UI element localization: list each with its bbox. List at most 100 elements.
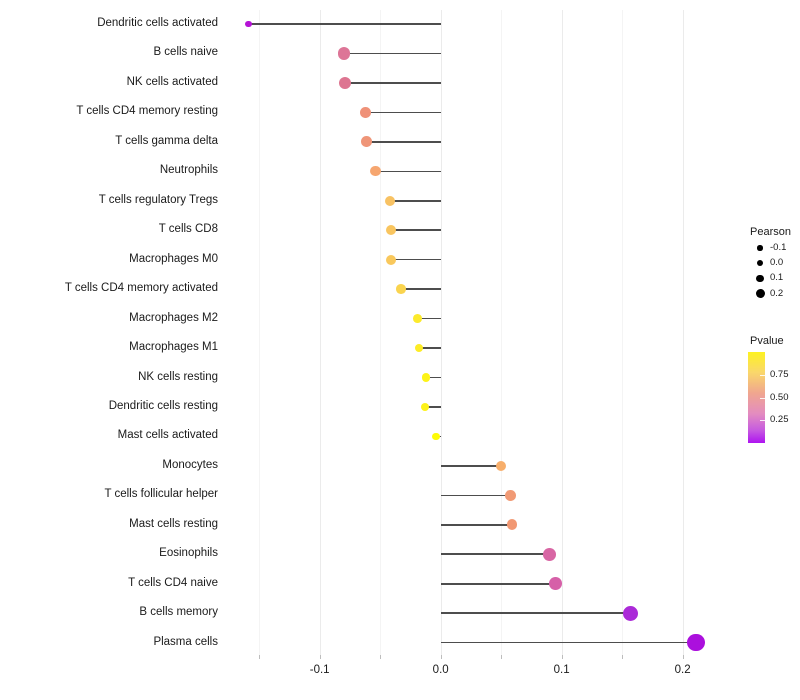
lollipop-stem <box>426 376 441 379</box>
x-tick-mark-minor <box>501 655 503 659</box>
pearson-legend-value-label: 0.2 <box>770 287 784 299</box>
y-axis-label: B cells naive <box>153 46 218 59</box>
colorbar-tick-mark <box>760 374 765 376</box>
lollipop-stem <box>440 582 556 585</box>
colorbar-tick-mark <box>760 420 765 422</box>
lollipop-stem <box>345 82 441 84</box>
lollipop-stem <box>389 199 441 202</box>
pearson-legend-value-label: -0.1 <box>770 242 787 253</box>
lollipop-dot <box>505 489 517 501</box>
gridline-major <box>561 10 563 655</box>
x-tick-label: 0.0 <box>432 664 449 676</box>
lollipop-stem <box>391 258 441 261</box>
y-axis-label: Macrophages M1 <box>129 341 218 354</box>
lollipop-stem <box>391 229 441 231</box>
x-tick-mark <box>561 655 563 659</box>
colorbar-tick-mark <box>760 397 765 399</box>
x-tick-mark <box>440 655 442 659</box>
lollipop-dot <box>395 284 406 294</box>
lollipop-dot <box>337 47 351 60</box>
lollipop-dot <box>623 605 639 621</box>
y-axis-label: Dendritic cells resting <box>108 399 218 412</box>
x-tick-mark <box>319 655 321 659</box>
y-axis-label: Macrophages M0 <box>129 252 218 265</box>
lollipop-stem <box>424 406 441 408</box>
y-axis-label: Mast cells activated <box>117 429 218 442</box>
gridline-major <box>682 10 684 655</box>
lollipop-dot <box>384 195 395 206</box>
lollipop-dot <box>244 20 252 28</box>
lollipop-dot <box>687 634 705 652</box>
y-axis-label: Plasma cells <box>153 635 218 648</box>
y-axis-label: T cells regulatory Tregs <box>98 193 218 206</box>
lollipop-dot <box>370 166 381 177</box>
gridline-minor <box>622 10 624 655</box>
colorbar-tick-label: 0.25 <box>770 414 789 426</box>
y-axis-label: Neutrophils <box>159 164 218 177</box>
gridline-minor <box>501 10 503 655</box>
pearson-legend-size-dot <box>757 245 763 251</box>
y-axis-label: B cells memory <box>139 606 218 619</box>
y-axis-label: T cells gamma delta <box>115 134 218 147</box>
x-tick-mark-minor <box>380 655 382 659</box>
y-axis-label: T cells CD4 memory activated <box>64 282 218 295</box>
x-tick-mark <box>682 655 684 659</box>
gridline-major <box>319 10 321 655</box>
x-tick-label: 0.2 <box>674 664 691 676</box>
y-axis-label: T cells follicular helper <box>104 488 218 501</box>
y-axis-label: T cells CD4 memory resting <box>76 105 218 118</box>
x-tick-mark-minor <box>259 655 261 659</box>
y-axis-label: NK cells activated <box>126 75 218 88</box>
y-axis-label: T cells CD8 <box>158 223 218 236</box>
lollipop-stem <box>440 524 513 526</box>
lollipop-stem <box>365 111 441 114</box>
lollipop-stem <box>375 170 441 173</box>
pearson-legend-size-dot <box>756 259 764 267</box>
lollipop-dot <box>543 547 556 561</box>
lollipop-stem <box>343 52 441 55</box>
lollipop-stem <box>418 347 441 349</box>
lollipop-stem <box>440 465 502 467</box>
lollipop-dot <box>386 225 397 236</box>
y-axis-label: T cells CD4 naive <box>128 576 218 589</box>
pearson-legend-value-label: 0.1 <box>770 272 784 284</box>
lollipop-stem <box>440 494 511 497</box>
lollipop-dot <box>422 373 431 382</box>
lollipop-dot <box>414 343 424 353</box>
y-axis-label: Macrophages M2 <box>129 311 218 324</box>
lollipop-stem <box>440 641 696 644</box>
lollipop-stem <box>366 141 441 143</box>
y-axis-label: Dendritic cells activated <box>97 17 218 29</box>
lollipop-dot <box>549 577 562 591</box>
pearson-legend-value-label: 0.0 <box>770 257 784 269</box>
x-tick-label: -0.1 <box>309 664 330 676</box>
pvalue-legend-title: Pvalue <box>750 335 784 347</box>
gridline-major <box>440 10 442 655</box>
y-axis-label: Monocytes <box>162 458 218 471</box>
x-tick-label: 0.1 <box>553 664 570 676</box>
lollipop-dot <box>386 254 397 265</box>
y-axis-label: Eosinophils <box>159 547 218 560</box>
lollipop-stem <box>440 553 550 556</box>
pearson-legend-size-dot <box>755 289 765 299</box>
x-tick-mark-minor <box>622 655 624 659</box>
lollipop-dot <box>495 460 507 472</box>
y-axis-label: Mast cells resting <box>129 517 218 530</box>
colorbar-tick-label: 0.50 <box>770 391 789 403</box>
lollipop-dot <box>413 314 423 323</box>
pearson-legend-size-dot <box>756 274 764 283</box>
colorbar-tick-label: 0.75 <box>770 368 789 380</box>
lollipop-dot <box>361 136 373 148</box>
lollipop-stem <box>417 317 441 320</box>
lollipop-stem <box>400 288 441 290</box>
y-axis-label: NK cells resting <box>138 370 218 383</box>
gridline-minor <box>259 10 261 655</box>
lollipop-stem <box>440 612 631 614</box>
lollipop-dot <box>420 402 430 412</box>
lollipop-stem <box>248 23 441 25</box>
lollipop-dot <box>360 106 372 118</box>
lollipop-dot <box>338 76 352 90</box>
gridline-minor <box>380 10 382 655</box>
pearson-legend-title: Pearson <box>750 226 791 238</box>
